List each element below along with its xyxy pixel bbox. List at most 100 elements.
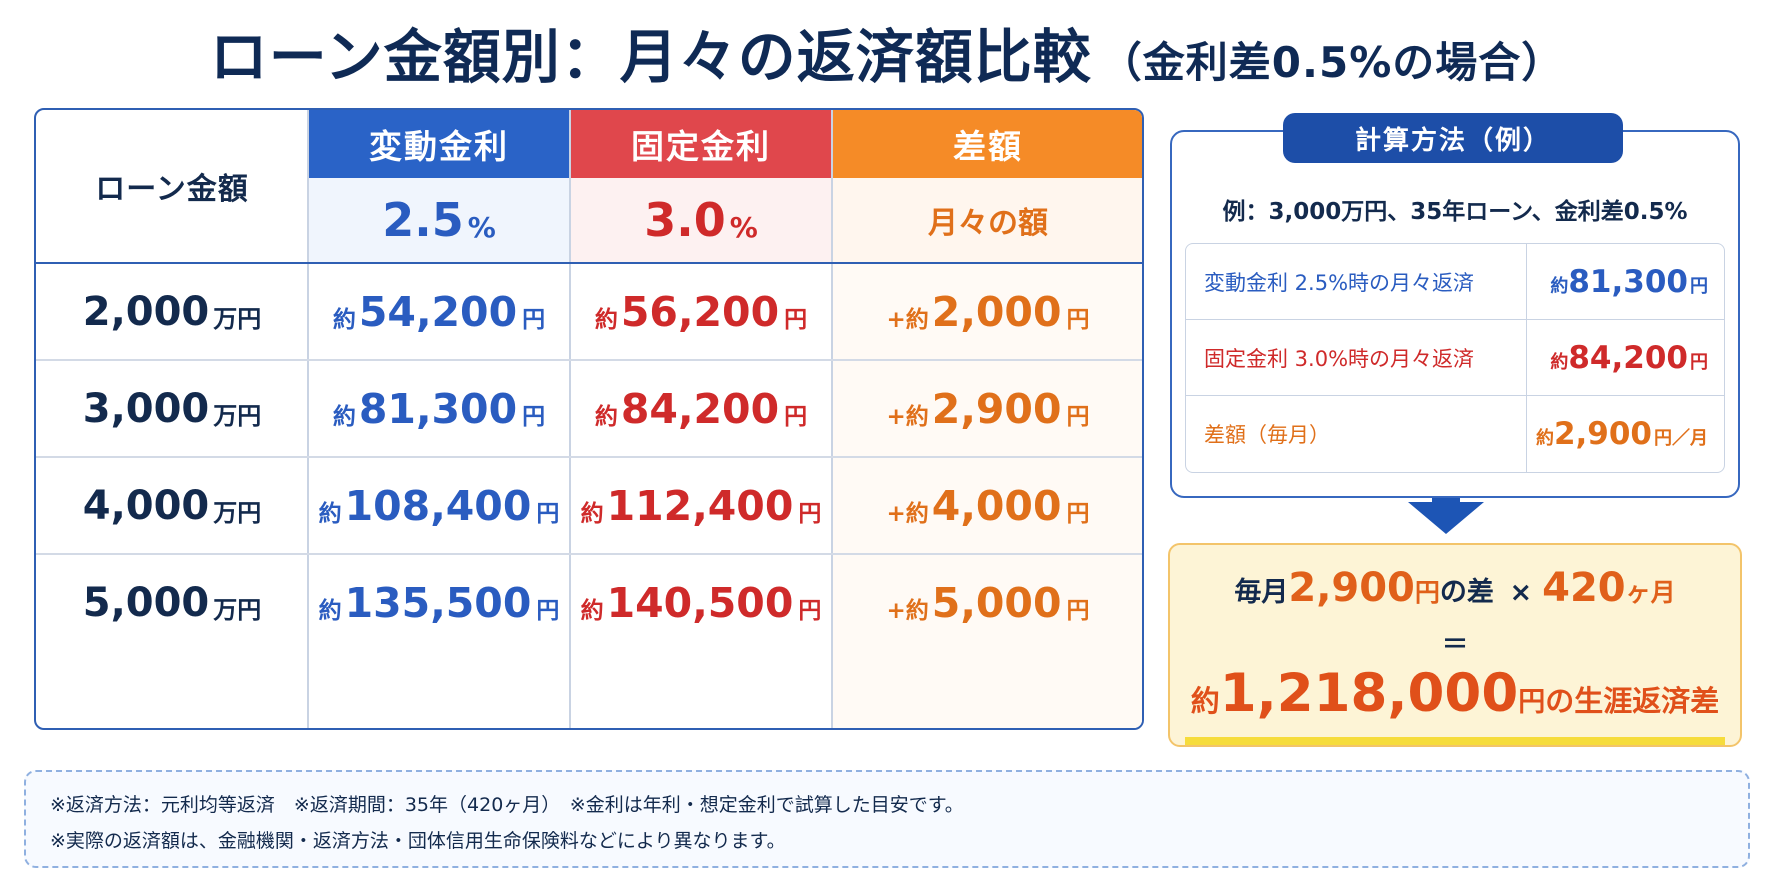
calc-panel [1170, 130, 1740, 498]
calc-row-label: 差額（毎月） [1204, 423, 1330, 447]
row-fixed-payment: 約 56,200 円 [570, 264, 832, 359]
fixed-payment-value: 112,400 [606, 481, 794, 530]
yaku-label: 約 [332, 306, 356, 333]
row-fixed-payment: 約 112,400 円 [570, 458, 832, 553]
yen-unit: 円 [798, 597, 822, 624]
calc-panel-title: 計算方法（例） [1283, 113, 1623, 163]
difference-value: 4,000 [931, 481, 1062, 530]
header-difference-label: 差額 [953, 127, 1023, 166]
note-line: ※返済方法：元利均等返済 ※返済期間：35年（420ヶ月） ※金利は年利・想定金… [50, 794, 964, 816]
result-total-prefix: 約 [1190, 684, 1220, 718]
yen-unit: 円 [1066, 500, 1090, 527]
yen-unit: 円 [536, 597, 560, 624]
calc-value-unit: 円 [1690, 351, 1708, 373]
yen-unit: 円 [798, 500, 822, 527]
difference-value: 2,000 [931, 287, 1062, 336]
row-difference: +約 4,000 円 [832, 458, 1142, 553]
yen-unit: 円 [784, 403, 808, 430]
calc-value-number: 2,900 [1553, 416, 1652, 452]
calc-value-number: 84,200 [1568, 339, 1688, 376]
row-loan-amount: 5,000 万円 [36, 555, 308, 650]
variable-rate-pct: % [467, 211, 496, 244]
title-sub: （金利差0.5%の場合） [1099, 38, 1565, 87]
yen-unit: 円 [784, 306, 808, 333]
row-difference: +約 2,000 円 [832, 264, 1142, 359]
notes-box: ※返済方法：元利均等返済 ※返済期間：35年（420ヶ月） ※金利は年利・想定金… [24, 770, 1750, 868]
result-total-line: 約1,218,000円の生涯返済差 [1170, 663, 1740, 745]
difference-column-bg [832, 262, 1142, 728]
yen-unit: 円 [522, 306, 546, 333]
calc-yaku: 約 [1550, 275, 1569, 297]
fixed-payment-value: 140,500 [606, 578, 794, 627]
loan-amount-value: 4,000 [82, 482, 210, 529]
calc-row-label: 固定金利 3.0%時の月々返済 [1204, 346, 1475, 371]
header-fixed-label: 固定金利 [631, 127, 771, 166]
grid-line [36, 553, 1142, 555]
result-monthly-prefix: 毎月 [1234, 577, 1289, 608]
calc-row-value: 約81,300 円 [1525, 264, 1724, 300]
result-total-suffix: の生涯返済差 [1545, 684, 1720, 718]
variable-payment-value: 54,200 [358, 287, 518, 336]
yaku-label: 約 [332, 403, 356, 430]
page-title: ローン金額別：月々の返済額比較 （金利差0.5%の場合） [0, 10, 1774, 94]
calc-table: 変動金利 2.5%時の月々返済 約81,300 円 固定金利 3.0%時の月々返済… [1185, 243, 1725, 473]
fixed-rate: 3.0% [570, 178, 832, 262]
variable-rate-value: 2.5 [382, 193, 464, 247]
header-variable: 変動金利 [308, 110, 570, 178]
down-arrow-icon [1408, 502, 1484, 534]
result-months-unit: ヶ月 [1625, 578, 1676, 607]
yaku-label: 約 [318, 500, 342, 527]
row-fixed-payment: 約 140,500 円 [570, 555, 832, 650]
calc-yaku: 約 [1550, 351, 1569, 373]
note-line: ※実際の返済額は、金融機関・返済方法・団体信用生命保険料などにより異なります。 [50, 830, 786, 852]
calc-divider [1526, 244, 1527, 472]
comparison-table: 変動金利 固定金利 差額 2.5% 3.0% 月々の額 ローン金額 2,000 万… [34, 108, 1144, 730]
plus-yaku-label: +約 [886, 403, 929, 430]
row-difference: +約 2,900 円 [832, 361, 1142, 456]
result-times: × [1509, 577, 1533, 608]
loan-amount-unit: 万円 [213, 499, 262, 527]
fixed-rate-value: 3.0 [644, 193, 726, 247]
result-total-value: 1,218,000 [1219, 663, 1519, 724]
calc-row-value: 約84,200 円 [1525, 340, 1724, 376]
calc-row-value: 約2,900 円／月 [1525, 416, 1724, 452]
grid-line [36, 262, 1142, 264]
fixed-rate-pct: % [729, 211, 758, 244]
yen-unit: 円 [536, 500, 560, 527]
result-monthly-suffix: の差 [1439, 577, 1494, 608]
loan-amount-unit: 万円 [213, 596, 262, 624]
row-fixed-payment: 約 84,200 円 [570, 361, 832, 456]
row-variable-payment: 約 108,400 円 [308, 458, 570, 553]
grid-line [569, 110, 571, 728]
calc-value-unit: 円 [1690, 275, 1708, 297]
variable-payment-value: 81,300 [358, 384, 518, 433]
row-variable-payment: 約 81,300 円 [308, 361, 570, 456]
loan-header: ローン金額 [36, 110, 308, 262]
plus-yaku-label: +約 [886, 500, 929, 527]
loan-amount-unit: 万円 [213, 402, 262, 430]
fixed-payment-value: 56,200 [620, 287, 780, 336]
loan-amount-value: 5,000 [82, 579, 210, 626]
yaku-label: 約 [580, 597, 604, 624]
yaku-label: 約 [318, 597, 342, 624]
calc-row-fixed: 固定金利 3.0%時の月々返済 約84,200 円 [1186, 320, 1724, 396]
difference-sub-label: 月々の額 [928, 206, 1048, 241]
calc-yaku: 約 [1535, 428, 1554, 449]
row-loan-amount: 4,000 万円 [36, 458, 308, 553]
calc-example: 例：3,000万円、35年ローン、金利差0.5% [1222, 199, 1688, 225]
result-months-value: 420 [1542, 565, 1626, 611]
loan-header-label: ローン金額 [95, 172, 249, 207]
variable-rate: 2.5% [308, 178, 570, 262]
grid-line [307, 110, 309, 728]
title-main: ローン金額別：月々の返済額比較 [209, 23, 1092, 91]
yaku-label: 約 [594, 306, 618, 333]
result-monthly-unit: 円 [1414, 578, 1440, 607]
loan-amount-value: 3,000 [82, 385, 210, 432]
difference-value: 5,000 [931, 578, 1062, 627]
loan-amount-value: 2,000 [82, 288, 210, 335]
calc-value-number: 81,300 [1568, 263, 1688, 300]
result-total-highlight: 約1,218,000円の生涯返済差 [1184, 663, 1726, 745]
loan-amount-unit: 万円 [213, 305, 262, 333]
header-fixed: 固定金利 [570, 110, 832, 178]
yen-unit: 円 [1066, 597, 1090, 624]
